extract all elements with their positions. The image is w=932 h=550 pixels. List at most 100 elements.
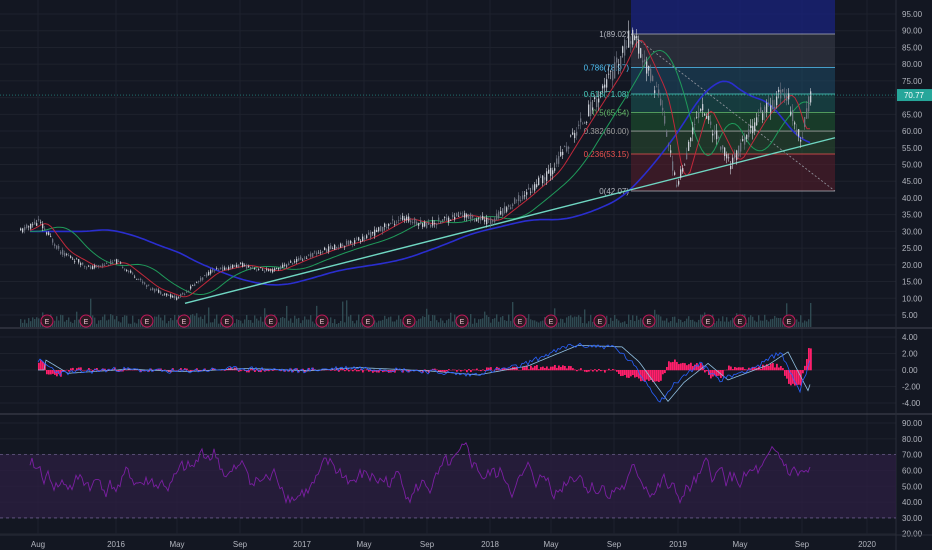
candle-body	[278, 267, 280, 270]
earnings-marker-icon[interactable]	[402, 314, 416, 328]
candle-body	[64, 252, 66, 256]
macd-histogram-bar	[340, 369, 342, 371]
candle-body	[150, 289, 152, 290]
earnings-marker-icon[interactable]	[642, 314, 656, 328]
candle-body	[564, 145, 566, 147]
macd-histogram-bar	[366, 369, 368, 371]
candle-body	[104, 265, 106, 266]
macd-histogram-bar	[172, 368, 174, 371]
price-tick-label: 90.00	[902, 27, 923, 36]
candle-body	[592, 107, 594, 111]
volume-bar	[528, 314, 530, 327]
candle-body	[244, 265, 246, 267]
candle-body	[802, 136, 804, 139]
candle-body	[720, 146, 722, 150]
macd-histogram-bar	[70, 368, 72, 371]
earnings-marker-label: E	[366, 319, 371, 326]
macd-histogram-bar	[264, 370, 266, 372]
earnings-marker-icon[interactable]	[264, 314, 278, 328]
candle-body	[456, 213, 458, 217]
macd-histogram-bar	[592, 370, 594, 372]
earnings-marker-icon[interactable]	[593, 314, 607, 328]
earnings-marker-icon[interactable]	[140, 314, 154, 328]
candle-body	[218, 268, 220, 270]
macd-histogram-bar	[680, 363, 682, 371]
volume-bar	[440, 318, 442, 327]
macd-histogram-bar	[302, 368, 304, 371]
candle-body	[596, 99, 598, 108]
macd-histogram-bar	[484, 370, 486, 371]
earnings-marker-icon[interactable]	[177, 314, 191, 328]
candle-body	[736, 150, 738, 160]
volume-bar	[30, 321, 32, 327]
volume-bar	[772, 318, 774, 327]
earnings-marker-icon[interactable]	[220, 314, 234, 328]
earnings-marker-icon[interactable]	[361, 314, 375, 328]
earnings-marker-icon[interactable]	[40, 314, 54, 328]
candle-body	[710, 121, 712, 125]
macd-histogram-bar	[560, 366, 562, 371]
earnings-marker-icon[interactable]	[455, 314, 469, 328]
earnings-marker-icon[interactable]	[315, 314, 329, 328]
candle-body	[390, 222, 392, 224]
volume-bar	[664, 320, 666, 327]
volume-bar	[486, 315, 488, 327]
candle-body	[230, 265, 232, 269]
volume-bar	[302, 320, 304, 327]
volume-bar	[668, 322, 670, 327]
candle-body	[796, 129, 798, 135]
candle-body	[662, 107, 664, 111]
macd-histogram-bar	[770, 363, 772, 371]
macd-histogram-bar	[594, 369, 596, 371]
candle-body	[342, 244, 344, 246]
candle-body	[122, 267, 124, 269]
macd-histogram-bar	[56, 370, 58, 377]
candle-body	[754, 122, 756, 132]
candle-body	[738, 145, 740, 157]
volume-bar	[418, 319, 420, 327]
candle-body	[458, 215, 460, 217]
macd-histogram-bar	[480, 370, 482, 372]
earnings-marker-icon[interactable]	[782, 314, 796, 328]
time-tick-label: Sep	[233, 540, 248, 549]
candle-body	[394, 223, 396, 225]
candle-body	[324, 247, 326, 251]
candle-body	[604, 84, 606, 88]
macd-histogram-bar	[708, 370, 710, 375]
candle-body	[558, 156, 560, 164]
macd-histogram-bar	[156, 369, 158, 371]
macd-histogram-bar	[238, 370, 240, 372]
candle-body	[334, 244, 336, 250]
macd-histogram-bar	[766, 364, 768, 371]
candle-body	[508, 205, 510, 207]
macd-histogram-bar	[188, 370, 190, 371]
candle-body	[684, 164, 686, 166]
candle-body	[606, 79, 608, 88]
macd-histogram-bar	[334, 370, 336, 371]
macd-histogram-bar	[244, 370, 246, 372]
candle-body	[588, 104, 590, 117]
earnings-marker-label: E	[407, 319, 412, 326]
macd-histogram-bar	[288, 370, 290, 372]
volume-bar	[590, 314, 592, 327]
earnings-marker-icon[interactable]	[733, 314, 747, 328]
earnings-marker-icon[interactable]	[79, 314, 93, 328]
price-tick-label: 40.00	[902, 194, 923, 203]
macd-histogram-bar	[516, 367, 518, 371]
macd-histogram-bar	[268, 370, 270, 372]
volume-bar	[434, 315, 436, 327]
candle-body	[356, 238, 358, 240]
earnings-marker-icon[interactable]	[544, 314, 558, 328]
macd-histogram-bar	[380, 370, 382, 371]
earnings-marker-icon[interactable]	[513, 314, 527, 328]
candle-body	[314, 251, 316, 253]
candle-body	[180, 293, 182, 297]
macd-histogram-bar	[454, 369, 456, 371]
candle-body	[664, 115, 666, 124]
volume-bar	[504, 320, 506, 327]
candle-body	[398, 219, 400, 221]
macd-histogram-bar	[80, 367, 82, 371]
earnings-marker-icon[interactable]	[701, 314, 715, 328]
volume-bar	[246, 314, 248, 327]
